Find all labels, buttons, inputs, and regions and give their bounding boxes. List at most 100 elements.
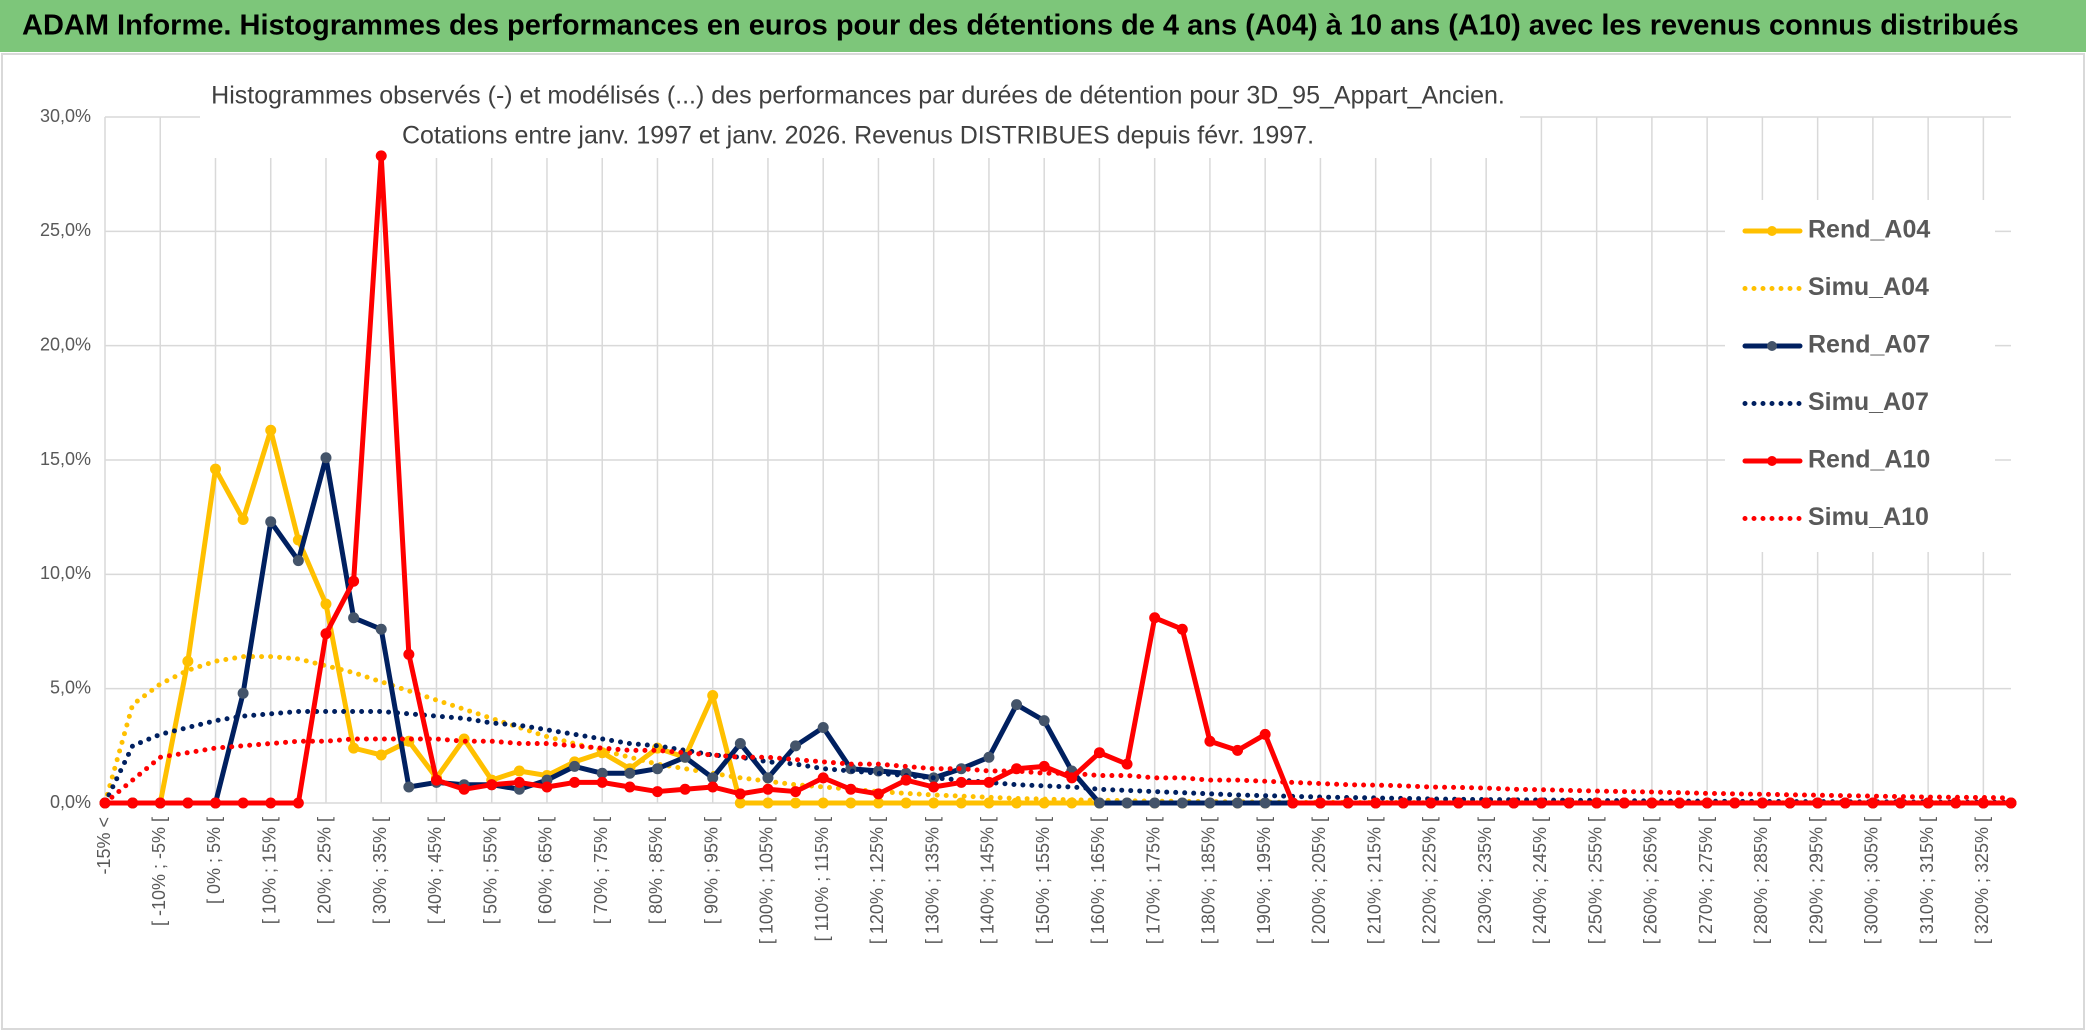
marker (292, 797, 304, 809)
legend-marker (1767, 456, 1777, 466)
marker (1259, 797, 1271, 809)
marker (237, 687, 249, 699)
x-tick-label: [ 190% ; 195% [ (1254, 817, 1274, 944)
marker (237, 797, 249, 809)
marker (845, 797, 857, 809)
marker (320, 598, 332, 610)
plot (99, 150, 2017, 809)
x-tick-label: -15% < (94, 817, 114, 875)
subtitle: Histogrammes observés (-) et modélisés (… (211, 82, 1505, 110)
y-tick-label: 25,0% (40, 220, 91, 240)
marker (348, 575, 360, 587)
subtitle: Cotations entre janv. 1997 et janv. 2026… (402, 122, 1314, 150)
marker (872, 788, 884, 800)
marker (1756, 797, 1768, 809)
marker (375, 749, 387, 761)
marker (375, 623, 387, 635)
marker (1149, 797, 1161, 809)
marker (872, 797, 884, 809)
marker (1121, 797, 1133, 809)
marker (762, 772, 774, 784)
marker (596, 776, 608, 788)
marker (1259, 728, 1271, 740)
marker (1232, 744, 1244, 756)
marker (1480, 797, 1492, 809)
marker (403, 781, 415, 793)
x-tick-label: [ 260% ; 265% [ (1641, 817, 1661, 944)
legend-label: Simu_A10 (1808, 503, 1929, 531)
x-tick-label: [ 160% ; 165% [ (1088, 817, 1108, 944)
x-tick-label: [ 210% ; 215% [ (1364, 817, 1384, 944)
marker (292, 555, 304, 567)
marker (928, 797, 940, 809)
marker (265, 516, 277, 528)
marker (458, 783, 470, 795)
x-tick-label: [ 170% ; 175% [ (1143, 817, 1163, 944)
marker (513, 765, 525, 777)
legend-label: Rend_A10 (1808, 446, 1930, 474)
marker (375, 150, 387, 162)
x-tick-label: [ 200% ; 205% [ (1309, 817, 1329, 944)
marker (2005, 797, 2017, 809)
marker (1535, 797, 1547, 809)
x-tick-label: [ 320% ; 325% [ (1972, 817, 1992, 944)
marker (679, 783, 691, 795)
marker (955, 776, 967, 788)
marker (1674, 797, 1686, 809)
legend-label: Rend_A07 (1808, 331, 1930, 359)
marker (817, 797, 829, 809)
marker (955, 797, 967, 809)
x-tick-label: [ -10% ; -5% [ (149, 817, 169, 926)
x-tick-label: [ 60% ; 65% [ (536, 817, 556, 924)
marker (596, 767, 608, 779)
marker (348, 742, 360, 754)
marker (1618, 797, 1630, 809)
marker (541, 781, 553, 793)
marker (790, 797, 802, 809)
x-tick-label: [ 300% ; 305% [ (1862, 817, 1882, 944)
marker (679, 751, 691, 763)
x-tick-label: [ 120% ; 125% [ (867, 817, 887, 944)
title-banner (0, 0, 2086, 52)
y-tick-label: 10,0% (40, 563, 91, 583)
marker (154, 797, 166, 809)
x-tick-label: [ 0% ; 5% [ (204, 817, 224, 904)
marker (403, 648, 415, 660)
legend-label: Simu_A07 (1808, 388, 1929, 416)
marker (1812, 797, 1824, 809)
marker (1425, 797, 1437, 809)
x-tick-label: [ 140% ; 145% [ (978, 817, 998, 944)
marker (707, 781, 719, 793)
marker (1011, 699, 1023, 711)
x-tick-label: [ 40% ; 45% [ (425, 817, 445, 924)
marker (265, 424, 277, 436)
marker (1867, 797, 1879, 809)
x-tick-label: [ 230% ; 235% [ (1475, 817, 1495, 944)
legend-box (1725, 200, 1995, 552)
marker (1563, 797, 1575, 809)
series-line (102, 736, 2014, 806)
legend-marker (1767, 226, 1777, 236)
chart-title: ADAM Informe. Histogrammes des performan… (22, 10, 2019, 42)
marker (651, 763, 663, 775)
marker (513, 776, 525, 788)
grid: 0,0% 5,0% 10,0% 15,0% 20,0% 25,0% 30,0% -15% < [… (40, 106, 2011, 944)
marker (1093, 747, 1105, 759)
marker (624, 781, 636, 793)
marker (430, 774, 442, 786)
marker (1701, 797, 1713, 809)
legend-marker (1767, 341, 1777, 351)
marker (707, 690, 719, 702)
legend: Rend_A04 Simu_A04 Rend_A07 Simu_A07 Rend_A10… (1742, 216, 1930, 531)
marker (1314, 797, 1326, 809)
marker (734, 797, 746, 809)
marker (1287, 797, 1299, 809)
marker (928, 781, 940, 793)
x-tick-label: [ 250% ; 255% [ (1585, 817, 1605, 944)
marker (651, 786, 663, 798)
marker (1895, 797, 1907, 809)
marker (1121, 758, 1133, 770)
marker (237, 513, 249, 525)
marker (1176, 623, 1188, 635)
x-tick-label: [ 100% ; 105% [ (757, 817, 777, 944)
